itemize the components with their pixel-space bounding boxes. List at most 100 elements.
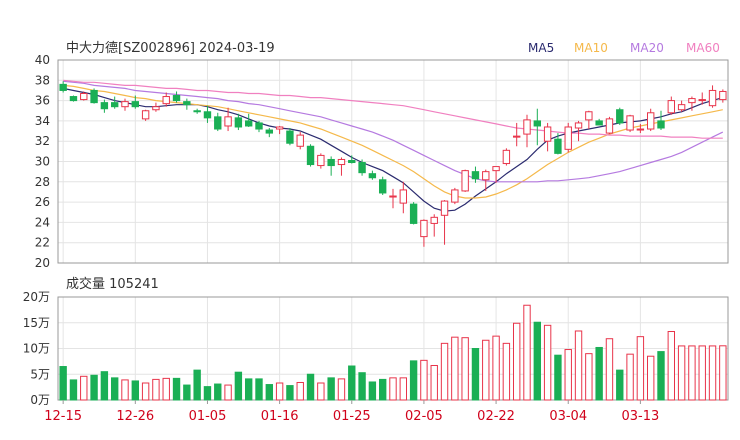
candle bbox=[492, 166, 500, 183]
volume-bar bbox=[224, 384, 232, 401]
candle bbox=[69, 95, 78, 102]
candle-body bbox=[348, 159, 356, 164]
candle-body bbox=[626, 115, 634, 131]
candle bbox=[317, 153, 325, 169]
candle-body bbox=[440, 200, 449, 216]
candle-body bbox=[100, 102, 109, 110]
volume-bar bbox=[80, 375, 88, 401]
candle-body bbox=[337, 158, 346, 166]
volume-bar bbox=[646, 355, 655, 401]
candle bbox=[193, 108, 201, 114]
candle bbox=[172, 91, 181, 103]
candle bbox=[677, 100, 686, 112]
volume-tick-label: 10万 bbox=[23, 342, 50, 356]
volume-bar bbox=[121, 379, 129, 401]
legend-ma10: MA10 bbox=[574, 41, 608, 55]
date-tick-label: 01-25 bbox=[333, 409, 371, 424]
candle-body bbox=[564, 126, 572, 150]
candle-body bbox=[451, 189, 459, 203]
candle bbox=[585, 110, 593, 130]
candle bbox=[162, 92, 170, 107]
price-tick-label: 26 bbox=[35, 195, 50, 209]
volume-bar bbox=[389, 377, 397, 401]
volume-bar bbox=[193, 369, 201, 401]
volume-bar bbox=[152, 378, 160, 401]
candle bbox=[523, 114, 531, 148]
price-tick-label: 36 bbox=[35, 94, 50, 108]
candle bbox=[121, 98, 129, 111]
volume-bars bbox=[59, 304, 727, 401]
candle-body bbox=[461, 170, 469, 192]
volume-tick-label: 15万 bbox=[23, 316, 50, 330]
candle bbox=[512, 122, 521, 147]
candle-body bbox=[574, 122, 583, 129]
candle bbox=[389, 188, 397, 209]
volume-bar bbox=[430, 364, 438, 401]
candle-body bbox=[482, 171, 490, 181]
candle bbox=[80, 91, 88, 101]
candle bbox=[533, 108, 542, 146]
legend-ma20: MA20 bbox=[630, 41, 664, 55]
candle bbox=[203, 105, 212, 123]
candle-body bbox=[502, 149, 511, 165]
candle bbox=[337, 157, 346, 176]
candle bbox=[183, 98, 191, 110]
candle-body bbox=[698, 99, 706, 102]
candle-body bbox=[554, 138, 562, 154]
date-tick-label: 12-15 bbox=[44, 409, 82, 424]
candle-body bbox=[80, 92, 88, 101]
volume-bar bbox=[399, 377, 408, 401]
ma-line-ma20 bbox=[63, 80, 724, 183]
volume-bar bbox=[616, 369, 624, 401]
volume-bar bbox=[255, 378, 263, 401]
volume-bar bbox=[451, 336, 459, 401]
volume-bar bbox=[162, 377, 170, 401]
candle-body bbox=[708, 89, 717, 107]
candle bbox=[100, 99, 109, 113]
price-tick-label: 22 bbox=[35, 236, 50, 250]
volume-tick-label: 0万 bbox=[30, 393, 50, 407]
legend-ma5: MA5 bbox=[528, 41, 554, 55]
volume-bar bbox=[595, 346, 603, 401]
date-tick-label: 03-13 bbox=[621, 409, 659, 424]
volume-bar bbox=[502, 342, 511, 401]
chart-title: 中大力德[SZ002896] 2024-03-19 bbox=[66, 41, 275, 56]
candle bbox=[616, 107, 624, 125]
candle bbox=[688, 96, 696, 111]
candle-body bbox=[275, 126, 284, 130]
candle bbox=[152, 102, 160, 112]
candle-body bbox=[152, 106, 160, 111]
candle bbox=[482, 169, 490, 191]
candle bbox=[296, 132, 304, 150]
candle bbox=[430, 214, 438, 237]
volume-bar bbox=[265, 384, 274, 401]
candle-body bbox=[420, 219, 428, 238]
volume-bar bbox=[482, 339, 490, 401]
date-tick-label: 03-04 bbox=[549, 409, 587, 424]
candles bbox=[59, 81, 727, 247]
date-tick-label: 02-05 bbox=[405, 409, 443, 424]
candle-body bbox=[172, 95, 181, 102]
volume-bar bbox=[523, 304, 531, 401]
price-tick-label: 32 bbox=[35, 134, 50, 148]
candle-body bbox=[286, 130, 294, 144]
price-tick-label: 28 bbox=[35, 175, 50, 189]
candle-body bbox=[69, 96, 78, 102]
candle bbox=[471, 166, 480, 183]
volume-bar bbox=[141, 382, 150, 401]
candle bbox=[719, 89, 727, 103]
candle bbox=[59, 81, 67, 93]
candle-body bbox=[389, 195, 397, 198]
candle-body bbox=[667, 100, 676, 114]
volume-bar bbox=[358, 372, 366, 401]
candle bbox=[667, 96, 676, 115]
volume-bar bbox=[533, 321, 542, 401]
volume-tick-label: 20万 bbox=[23, 290, 50, 304]
candle bbox=[214, 112, 222, 132]
volume-bar bbox=[492, 335, 500, 401]
price-tick-label: 38 bbox=[35, 73, 50, 87]
volume-bar bbox=[90, 374, 98, 401]
candle-body bbox=[306, 145, 315, 166]
candle bbox=[626, 114, 634, 133]
candle-body bbox=[605, 118, 614, 134]
